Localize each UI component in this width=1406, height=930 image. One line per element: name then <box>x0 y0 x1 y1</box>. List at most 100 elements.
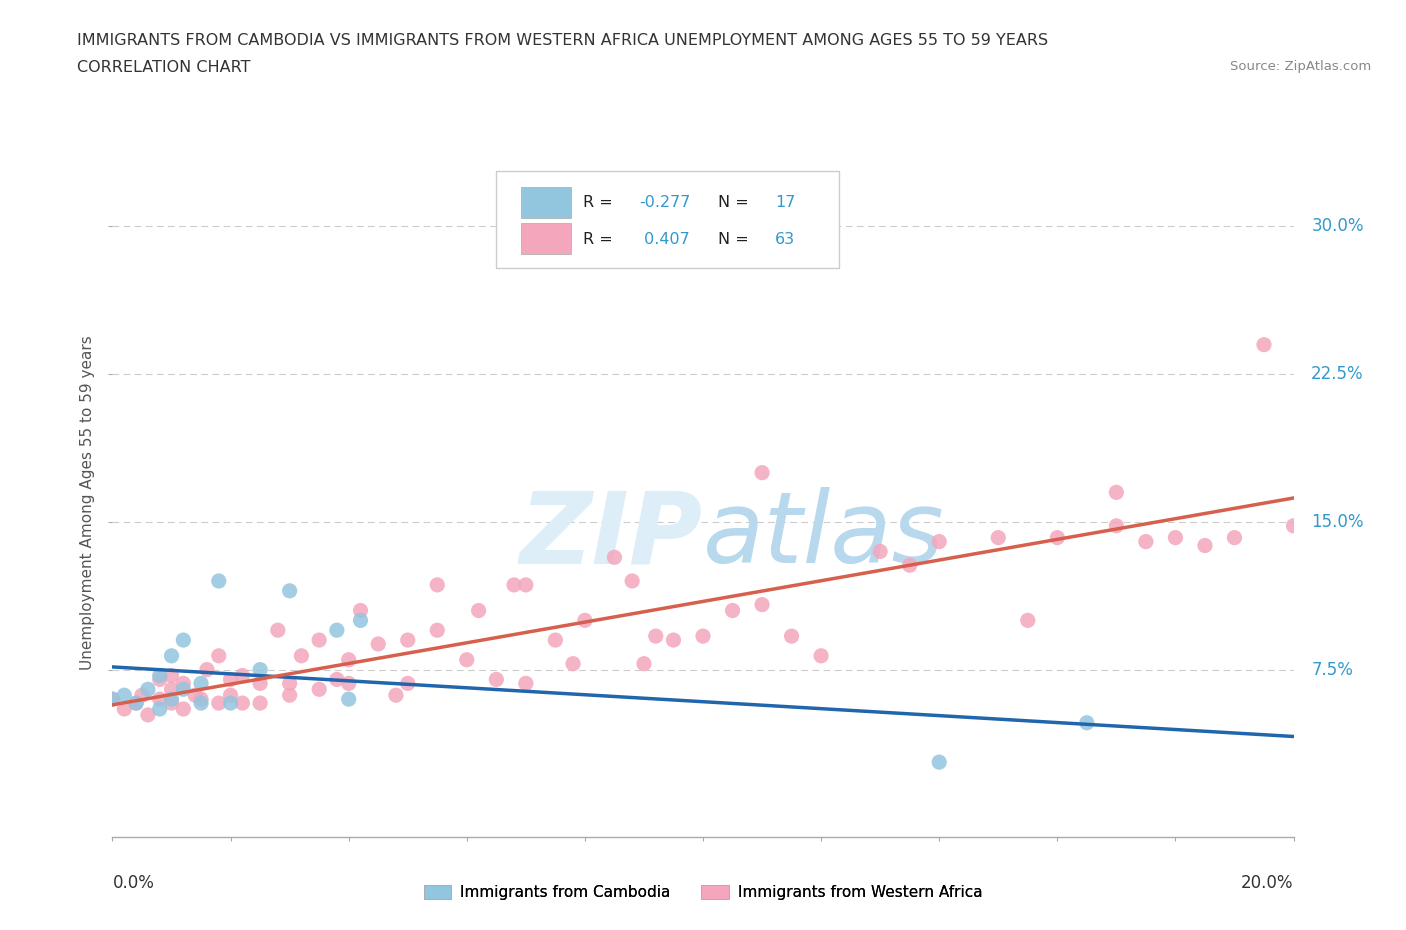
Point <box>987 530 1010 545</box>
Point <box>396 632 419 647</box>
Point <box>249 676 271 691</box>
Point <box>208 574 231 589</box>
Point <box>131 688 153 703</box>
Legend: Immigrants from Cambodia, Immigrants from Western Africa: Immigrants from Cambodia, Immigrants fro… <box>418 879 988 907</box>
Text: atlas: atlas <box>703 487 945 584</box>
Y-axis label: Unemployment Among Ages 55 to 59 years: Unemployment Among Ages 55 to 59 years <box>80 335 96 670</box>
Point <box>112 701 135 716</box>
Point <box>396 676 419 691</box>
Point <box>928 755 950 770</box>
Point <box>125 696 148 711</box>
Point <box>1135 534 1157 549</box>
Point <box>337 692 360 707</box>
Point <box>290 648 312 663</box>
Point <box>172 632 194 647</box>
Point <box>456 652 478 667</box>
Point <box>101 692 124 707</box>
Point <box>721 603 744 618</box>
Point <box>780 629 803 644</box>
Point <box>125 696 148 711</box>
Point <box>136 682 159 697</box>
Point <box>190 692 212 707</box>
Point <box>349 603 371 618</box>
Text: Source: ZipAtlas.com: Source: ZipAtlas.com <box>1230 60 1371 73</box>
Point <box>160 692 183 707</box>
Point <box>101 692 124 707</box>
Point <box>928 534 950 549</box>
Point <box>172 682 194 697</box>
Point <box>249 662 271 677</box>
Text: R =: R = <box>582 232 617 246</box>
Point <box>160 668 183 683</box>
Text: 22.5%: 22.5% <box>1312 365 1364 383</box>
Point <box>190 676 212 691</box>
Point <box>1253 338 1275 352</box>
Point <box>1282 518 1305 533</box>
Point <box>1105 485 1128 499</box>
Point <box>337 676 360 691</box>
Text: 17: 17 <box>775 195 796 210</box>
Point <box>219 672 242 687</box>
Point <box>349 613 371 628</box>
Point <box>426 578 449 592</box>
Point <box>184 688 207 703</box>
Point <box>544 632 567 647</box>
Point <box>574 613 596 628</box>
Point <box>751 465 773 480</box>
Point <box>1076 715 1098 730</box>
Point <box>172 676 194 691</box>
Point <box>195 662 218 677</box>
Point <box>621 574 644 589</box>
Point <box>898 558 921 573</box>
FancyBboxPatch shape <box>522 187 571 218</box>
Point <box>190 696 212 711</box>
Point <box>644 629 666 644</box>
Point <box>385 688 408 703</box>
Point <box>515 578 537 592</box>
Point <box>208 696 231 711</box>
Point <box>231 696 253 711</box>
Point <box>810 648 832 663</box>
Point <box>308 682 330 697</box>
Point <box>149 692 172 707</box>
Text: -0.277: -0.277 <box>640 195 690 210</box>
Point <box>367 636 389 651</box>
Point <box>172 701 194 716</box>
Text: R =: R = <box>582 195 617 210</box>
Point <box>1046 530 1069 545</box>
Point <box>278 688 301 703</box>
Point <box>308 632 330 647</box>
FancyBboxPatch shape <box>496 171 839 268</box>
Point <box>515 676 537 691</box>
Point <box>208 648 231 663</box>
Text: N =: N = <box>718 195 754 210</box>
Point <box>326 672 349 687</box>
Point <box>149 672 172 687</box>
Point <box>337 652 360 667</box>
Point <box>160 682 183 697</box>
Text: 30.0%: 30.0% <box>1312 218 1364 235</box>
Point <box>562 657 585 671</box>
Point <box>662 632 685 647</box>
Point <box>467 603 489 618</box>
Point <box>149 701 172 716</box>
Point <box>1164 530 1187 545</box>
Point <box>1223 530 1246 545</box>
Text: N =: N = <box>718 232 754 246</box>
Point <box>426 623 449 638</box>
Point <box>219 696 242 711</box>
Point <box>692 629 714 644</box>
Point <box>136 708 159 723</box>
FancyBboxPatch shape <box>522 223 571 254</box>
Text: 7.5%: 7.5% <box>1312 660 1353 679</box>
Text: CORRELATION CHART: CORRELATION CHART <box>77 60 250 75</box>
Point <box>278 583 301 598</box>
Point <box>160 696 183 711</box>
Text: 0.407: 0.407 <box>640 232 690 246</box>
Point <box>1105 518 1128 533</box>
Text: 63: 63 <box>775 232 796 246</box>
Point <box>869 544 891 559</box>
Point <box>603 550 626 565</box>
Point <box>1194 538 1216 553</box>
Point <box>633 657 655 671</box>
